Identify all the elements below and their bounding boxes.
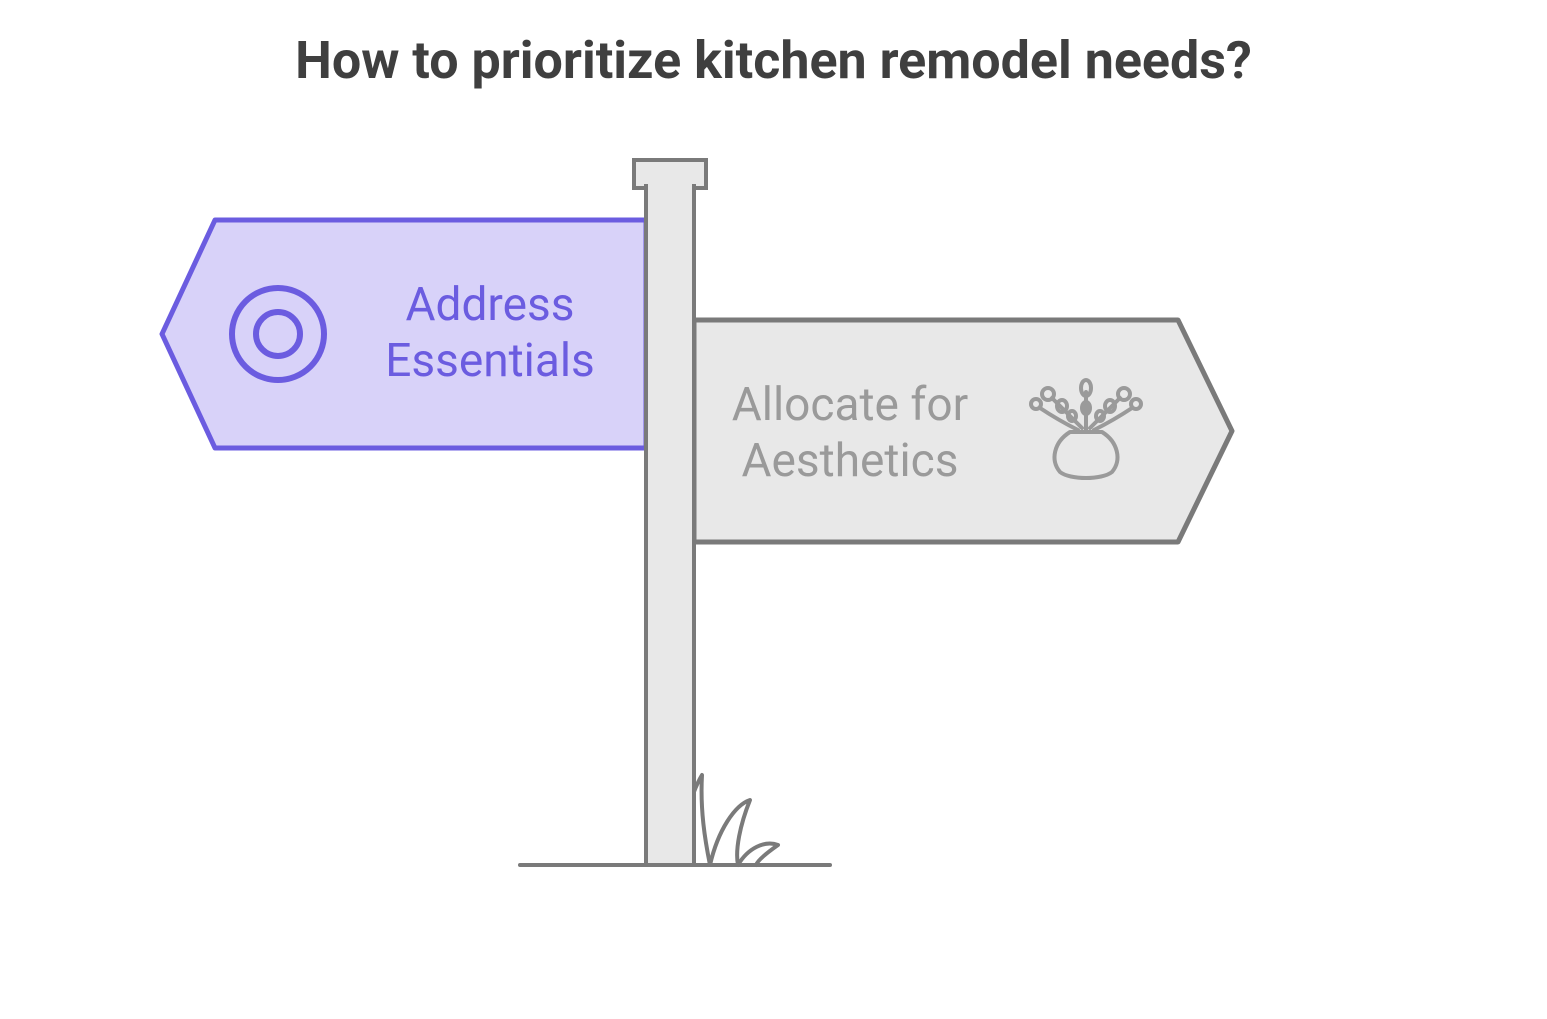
sign-right-label-line1: Allocate for bbox=[732, 378, 968, 432]
sign-right-label-line2: Aesthetics bbox=[742, 434, 959, 488]
sign-left-label-line2: Essentials bbox=[385, 334, 595, 388]
signpost-svg: Address Essentials Allocate for Aestheti… bbox=[0, 0, 1547, 1019]
signpost-cap bbox=[634, 160, 706, 188]
pole-fill-overlay bbox=[648, 186, 692, 863]
diagram-container: How to prioritize kitchen remodel needs?… bbox=[0, 0, 1547, 1019]
sign-left-label-line1: Address bbox=[406, 278, 575, 332]
